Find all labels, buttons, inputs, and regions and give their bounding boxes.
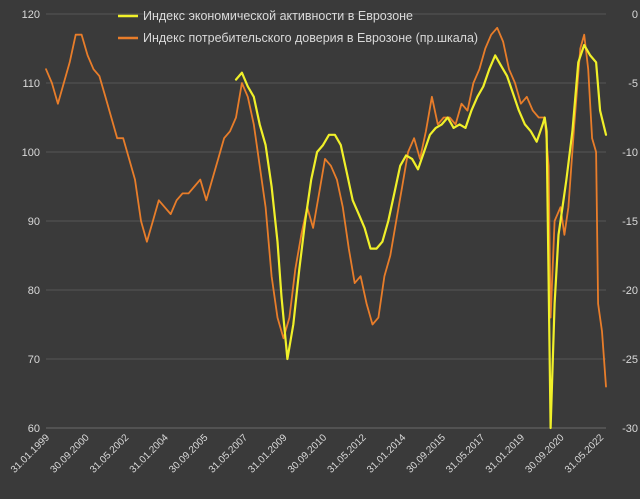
left-tick-label: 120 [22, 9, 40, 21]
x-tick-label: 31.05.2017 [444, 432, 487, 475]
x-tick-label: 30.09.2015 [405, 432, 448, 475]
right-tick-label: -25 [622, 354, 638, 366]
x-tick-label: 31.01.1999 [9, 432, 52, 475]
series-line-economic-activity [234, 43, 608, 430]
x-tick-label: 31.05.2007 [207, 432, 250, 475]
right-axis: -30 -25 -20 -15 -10 -5 0 [622, 9, 638, 435]
x-axis: 31.01.199930.09.200031.05.200231.01.2004… [9, 432, 607, 475]
plot-lines [45, 26, 608, 430]
x-tick-label: 30.09.2010 [286, 432, 329, 475]
left-tick-label: 110 [22, 78, 40, 90]
x-tick-label: 31.01.2019 [484, 432, 527, 475]
right-tick-label: -10 [622, 147, 638, 159]
left-tick-label: 60 [28, 423, 40, 435]
series-line-consumer-confidence [45, 26, 607, 388]
legend-label: Индекс потребительского доверия в Еврозо… [143, 31, 478, 45]
left-tick-label: 90 [28, 216, 40, 228]
gridlines [46, 13, 606, 429]
right-tick-label: -15 [622, 216, 638, 228]
x-tick-label: 31.05.2002 [88, 432, 131, 475]
left-tick-label: 70 [28, 354, 40, 366]
right-tick-label: 0 [632, 9, 638, 21]
right-tick-label: -20 [622, 285, 638, 297]
left-axis: 60 70 80 90 100 110 120 [22, 9, 40, 435]
left-tick-label: 80 [28, 285, 40, 297]
right-tick-label: -30 [622, 423, 638, 435]
x-tick-label: 31.01.2009 [246, 432, 289, 475]
x-tick-label: 30.09.2020 [523, 432, 566, 475]
legend-label: Индекс экономической активности в Еврозо… [143, 9, 413, 23]
x-tick-label: 31.05.2012 [326, 432, 369, 475]
right-tick-label: -5 [628, 78, 638, 90]
x-tick-label: 31.01.2004 [128, 432, 171, 475]
x-tick-label: 30.09.2005 [167, 432, 210, 475]
legend: Индекс экономической активности в Еврозо… [118, 9, 478, 45]
x-tick-label: 30.09.2000 [49, 432, 92, 475]
x-tick-label: 31.05.2022 [563, 432, 606, 475]
x-tick-label: 31.01.2014 [365, 432, 408, 475]
left-tick-label: 100 [22, 147, 40, 159]
